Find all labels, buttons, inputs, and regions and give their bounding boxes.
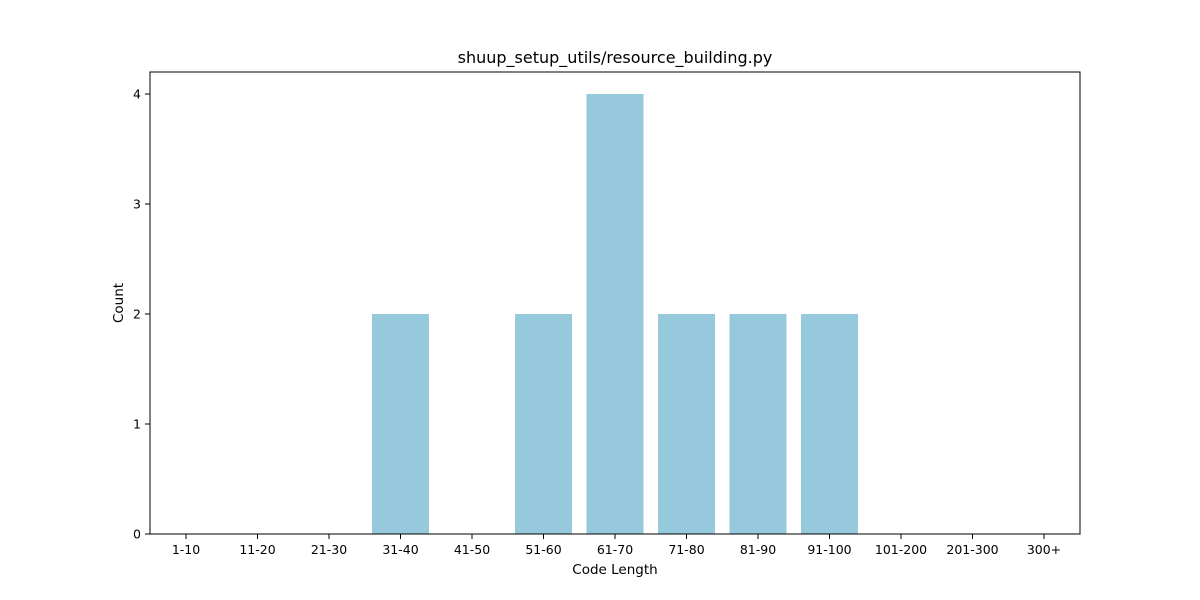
bar-71-80 bbox=[658, 314, 715, 534]
y-axis-label: Count bbox=[111, 283, 127, 323]
x-tick-label: 41-50 bbox=[454, 542, 490, 557]
x-tick-label: 201-300 bbox=[946, 542, 998, 557]
bars-group bbox=[372, 94, 858, 534]
bar-81-90 bbox=[729, 314, 787, 534]
bar-61-70 bbox=[586, 94, 644, 534]
y-tick-label: 3 bbox=[133, 197, 141, 212]
x-tick-label: 61-70 bbox=[597, 542, 633, 557]
x-tick-label: 31-40 bbox=[382, 542, 418, 557]
x-axis-label: Code Length bbox=[572, 562, 657, 578]
bar-91-100 bbox=[801, 314, 858, 534]
chart-title: shuup_setup_utils/resource_building.py bbox=[458, 48, 773, 68]
x-tick-label: 81-90 bbox=[740, 542, 776, 557]
x-tick-label: 91-100 bbox=[807, 542, 851, 557]
x-tick-label: 21-30 bbox=[311, 542, 347, 557]
x-axis: 1-10 11-20 21-30 31-40 41-50 51-60 61-70 71-80 8… bbox=[172, 534, 1061, 557]
x-tick-label: 51-60 bbox=[525, 542, 561, 557]
x-tick-label: 71-80 bbox=[668, 542, 704, 557]
y-tick-label: 0 bbox=[133, 527, 141, 542]
y-axis: 0 1 2 3 4 bbox=[133, 87, 150, 542]
x-tick-label: 300+ bbox=[1027, 542, 1061, 557]
bar-31-40 bbox=[372, 314, 429, 534]
x-tick-label: 1-10 bbox=[172, 542, 200, 557]
x-tick-label: 11-20 bbox=[239, 542, 275, 557]
y-tick-label: 4 bbox=[133, 87, 141, 102]
y-tick-label: 1 bbox=[133, 417, 141, 432]
y-tick-label: 2 bbox=[133, 307, 141, 322]
x-tick-label: 101-200 bbox=[875, 542, 927, 557]
bar-51-60 bbox=[515, 314, 572, 534]
